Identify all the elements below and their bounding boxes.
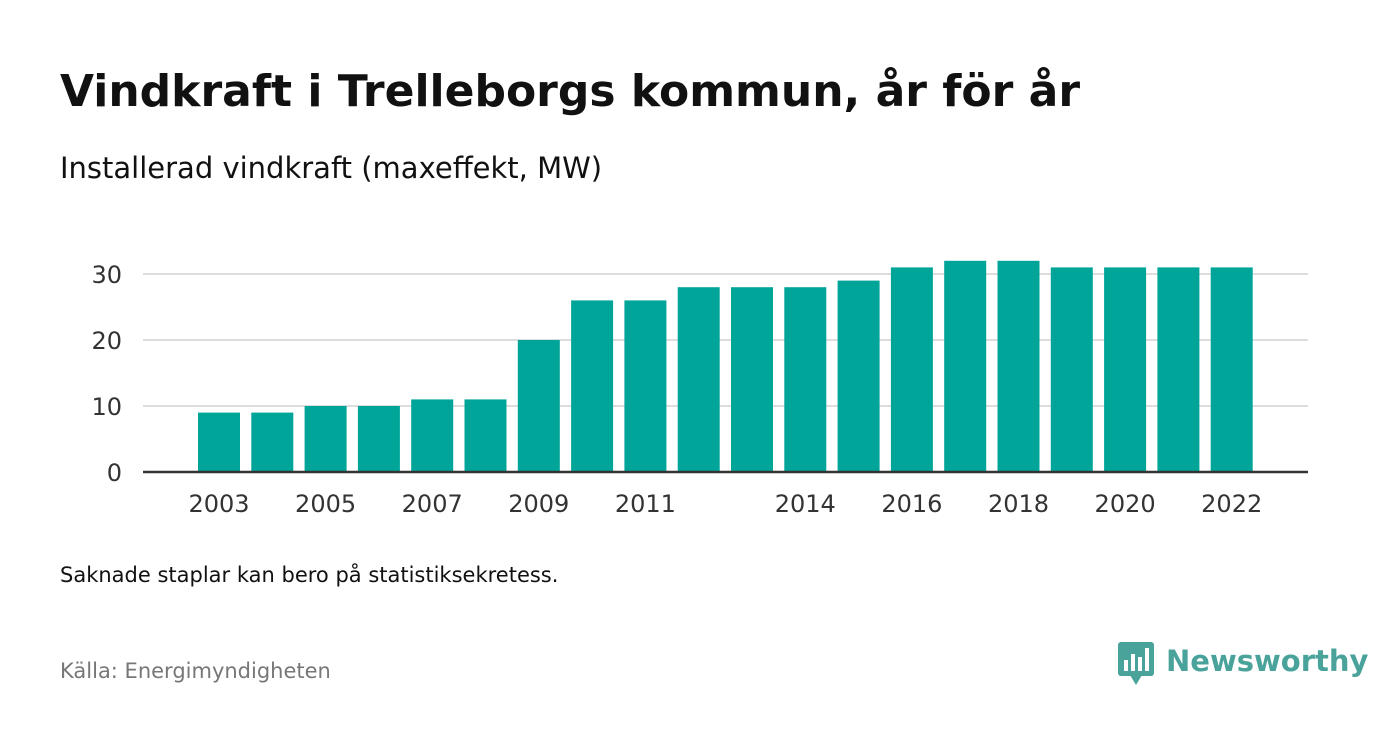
source-note: Källa: Energimyndigheten bbox=[60, 659, 331, 683]
newsworthy-brand: Newsworthy bbox=[1118, 640, 1368, 688]
x-tick-label: 2018 bbox=[988, 490, 1049, 518]
x-tick-label: 2020 bbox=[1095, 490, 1156, 518]
bar-2016 bbox=[890, 267, 933, 472]
bar-2018 bbox=[997, 260, 1040, 472]
bar-2015 bbox=[837, 280, 880, 472]
bar-2007 bbox=[411, 399, 454, 472]
bar-2011 bbox=[624, 300, 667, 472]
bar-2019 bbox=[1050, 267, 1093, 472]
x-tick-label: 2009 bbox=[508, 490, 569, 518]
bar-2022 bbox=[1210, 267, 1253, 472]
chart-subtitle: Installerad vindkraft (maxeffekt, MW) bbox=[60, 151, 603, 185]
brand-name: Newsworthy bbox=[1166, 644, 1369, 678]
bar-2021 bbox=[1157, 267, 1200, 472]
y-tick-label: 0 bbox=[107, 459, 122, 487]
x-tick-label: 2022 bbox=[1201, 490, 1262, 518]
x-tick-label: 2003 bbox=[188, 490, 249, 518]
x-tick-label: 2005 bbox=[295, 490, 356, 518]
bar-2013 bbox=[731, 287, 773, 472]
bar-2008 bbox=[464, 399, 507, 472]
x-tick-label: 2016 bbox=[881, 490, 942, 518]
y-tick-label: 10 bbox=[91, 393, 122, 421]
axes: 0 10 20 30 2003 2005 2007 2009 2011 2014 2016 2018 2… bbox=[91, 261, 1308, 518]
footnote: Saknade staplar kan bero på statistiksek… bbox=[60, 563, 559, 587]
y-tick-label: 30 bbox=[91, 261, 122, 289]
bar-2006 bbox=[357, 406, 400, 472]
bar-2003 bbox=[198, 412, 240, 472]
bars bbox=[198, 260, 1253, 472]
chart-title: Vindkraft i Trelleborgs kommun, år för å… bbox=[60, 66, 1081, 117]
newsworthy-logo-icon bbox=[1118, 642, 1154, 685]
bar-2017 bbox=[944, 260, 987, 472]
y-tick-label: 20 bbox=[91, 327, 122, 355]
x-tick-label: 2011 bbox=[615, 490, 676, 518]
bar-2020 bbox=[1104, 267, 1147, 472]
x-tick-label: 2014 bbox=[775, 490, 836, 518]
bar-2005 bbox=[304, 406, 347, 472]
bar-2009 bbox=[517, 340, 560, 472]
bar-2010 bbox=[571, 300, 614, 472]
x-tick-label: 2007 bbox=[402, 490, 463, 518]
bar-2004 bbox=[251, 412, 294, 472]
bar-2014 bbox=[784, 287, 827, 472]
bar-2012 bbox=[677, 287, 720, 472]
